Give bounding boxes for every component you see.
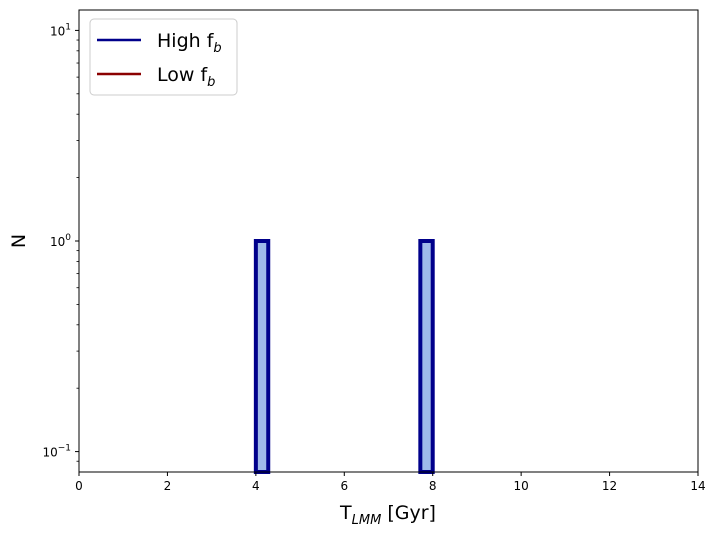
x-tick-label: 4 (252, 479, 260, 493)
legend-label-high-fb-sub: b (213, 41, 221, 56)
x-ticks: 0 2 4 6 8 10 12 14 (75, 472, 706, 493)
x-axis-label-main: T (339, 502, 352, 524)
y-ticks: 101 100 10−1 (42, 22, 79, 462)
x-tick-label: 10 (514, 479, 529, 493)
legend-label-low-fb-name: Low f (157, 64, 208, 86)
legend-label-low-fb-sub: b (207, 75, 215, 90)
legend-box (89, 18, 238, 96)
x-tick-label: 0 (75, 479, 83, 493)
y-tick-label: 10−1 (42, 444, 71, 460)
x-axis-label: TLMM [Gyr] (339, 502, 436, 528)
x-axis-label-subscript: LMM (352, 513, 382, 528)
x-tick-label: 12 (602, 479, 617, 493)
legend-label-high-fb: High fb (157, 30, 222, 56)
y-tick-label: 101 (50, 22, 71, 38)
legend-label-high-fb-name: High f (157, 30, 215, 52)
x-tick-label: 2 (164, 479, 172, 493)
x-tick-label: 14 (690, 479, 705, 493)
histogram-bar (418, 239, 435, 474)
y-axis-label: N (8, 234, 30, 248)
legend: High fb Low fb (89, 18, 238, 96)
legend-label-low-fb: Low fb (157, 64, 215, 90)
x-tick-label: 8 (429, 479, 437, 493)
x-axis-label-unit: [Gyr] (381, 502, 436, 524)
histogram-bar (253, 239, 271, 474)
bars-layer (253, 239, 435, 474)
y-tick-label: 100 (50, 233, 71, 249)
x-tick-label: 6 (340, 479, 348, 493)
